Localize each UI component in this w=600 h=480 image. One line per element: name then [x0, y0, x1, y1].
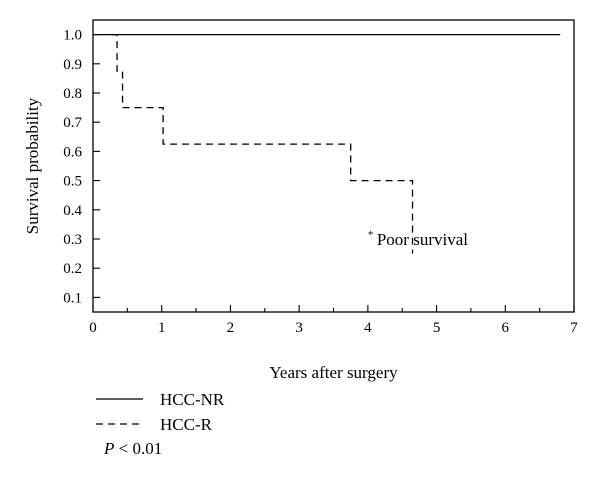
- y-tick-label: 0.6: [63, 144, 82, 160]
- series-line-hcc-r: [111, 33, 414, 254]
- y-tick-label: 0.3: [63, 232, 82, 248]
- y-tick-label: 0.1: [63, 290, 82, 306]
- x-tick-label: 4: [364, 320, 372, 336]
- y-tick-label: 0.9: [63, 57, 82, 73]
- annotation-text: Poor survival: [377, 230, 468, 249]
- x-axis-title: Years after surgery: [269, 363, 398, 382]
- y-tick-label: 0.8: [63, 86, 82, 102]
- x-tick-label: 7: [570, 320, 578, 336]
- legend-label-hcc-nr: HCC-NR: [160, 390, 225, 409]
- series-group: [93, 33, 561, 254]
- x-tick-label: 0: [89, 320, 97, 336]
- plot-frame: [92, 19, 575, 313]
- p-value-text: < 0.01: [114, 439, 162, 458]
- p-value: P < 0.01: [103, 439, 162, 458]
- x-axis: 0 1 2 3 4 5 6 7: [89, 305, 578, 336]
- plot-area: [92, 19, 575, 313]
- legend: HCC-NR HCC-R: [96, 390, 225, 434]
- y-tick-label: 1.0: [63, 28, 82, 44]
- y-tick-label: 0.7: [63, 115, 82, 131]
- x-tick-label: 6: [502, 320, 510, 336]
- y-tick-label: 0.4: [63, 203, 82, 219]
- x-tick-label: 3: [295, 320, 303, 336]
- poor-survival-annotation: * Poor survival: [368, 229, 468, 249]
- y-axis: 0.1 0.2 0.3 0.4 0.5 0.6 0.7 0.8 0.9 1.0: [63, 28, 100, 306]
- y-axis-title: Survival probability: [23, 97, 42, 234]
- legend-label-hcc-r: HCC-R: [160, 415, 213, 434]
- x-tick-label: 2: [227, 320, 235, 336]
- y-tick-label: 0.5: [63, 174, 82, 190]
- x-tick-label: 5: [433, 320, 441, 336]
- y-tick-label: 0.2: [63, 261, 82, 277]
- annotation-star: *: [368, 229, 374, 241]
- p-value-symbol: P: [103, 439, 114, 458]
- x-tick-label: 1: [158, 320, 166, 336]
